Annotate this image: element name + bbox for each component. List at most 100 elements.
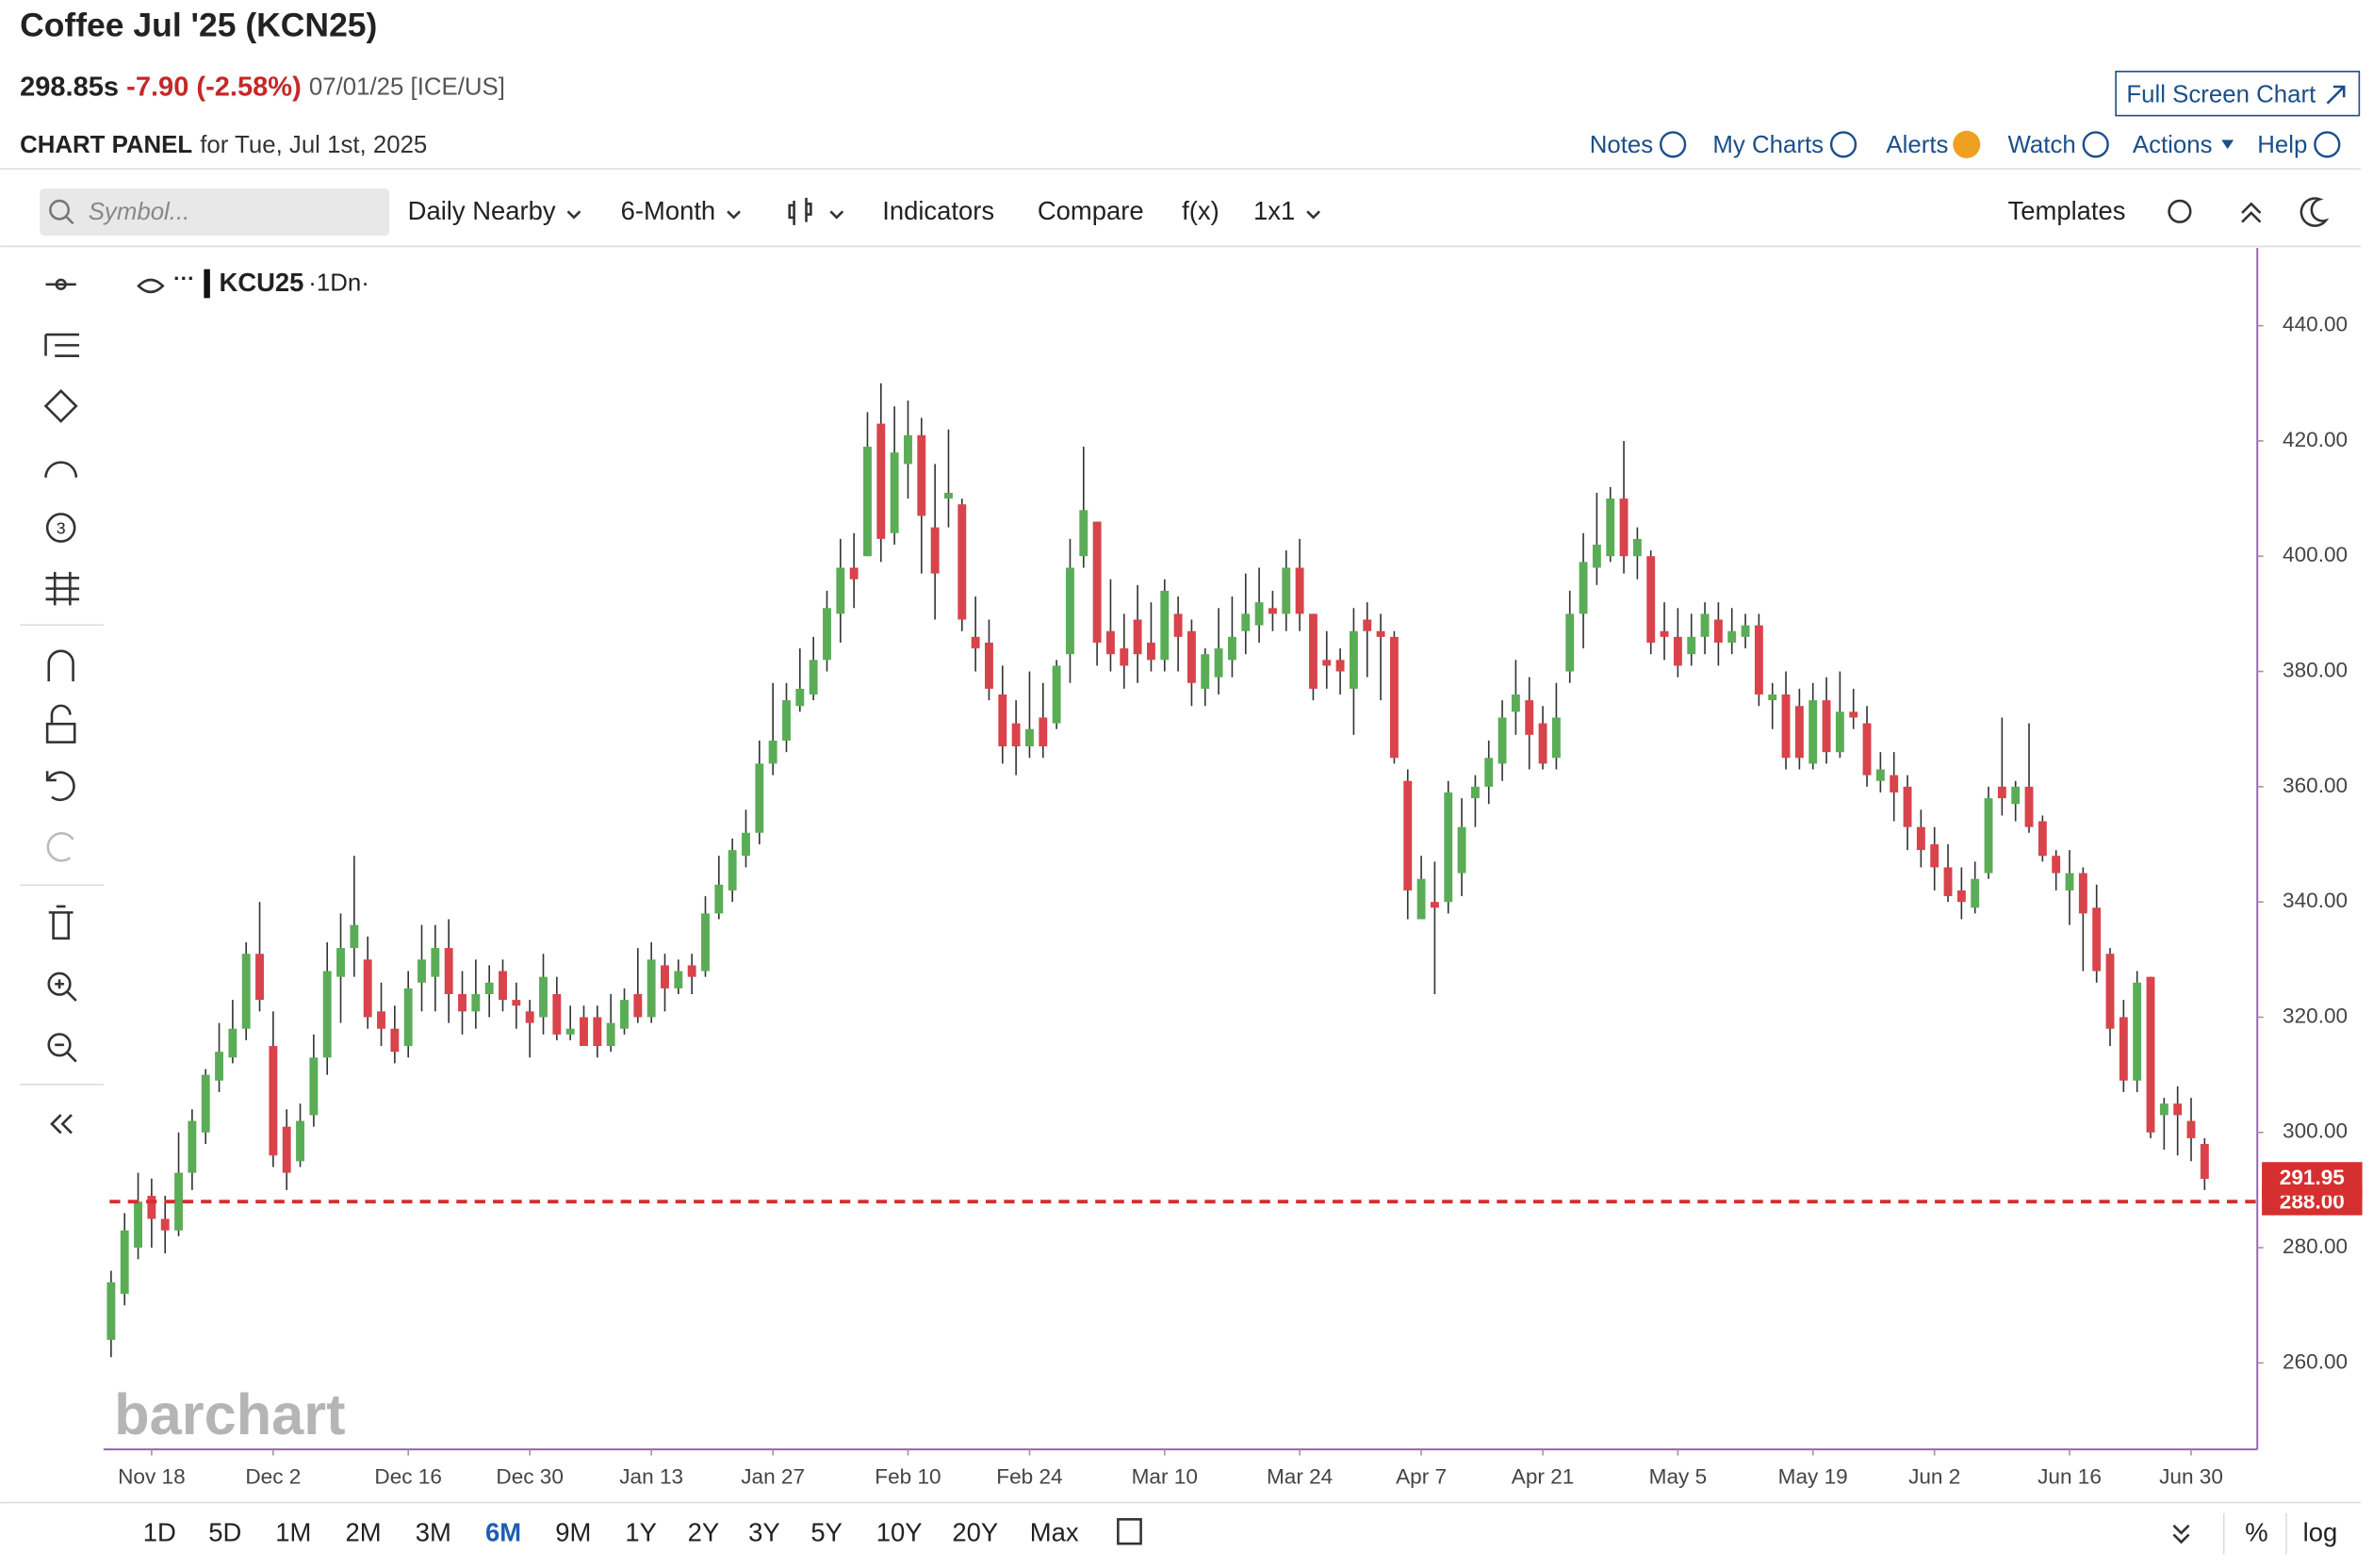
zoom-out[interactable]: [47, 1033, 72, 1057]
full-screen-button[interactable]: [2115, 71, 2361, 117]
delete[interactable]: [48, 905, 74, 940]
tool-line[interactable]: [45, 278, 76, 290]
menu-item[interactable]: Watch: [2008, 132, 2076, 158]
menu-item[interactable]: Actions: [2133, 132, 2213, 158]
menu-item[interactable]: Alerts: [1886, 132, 1948, 158]
candle-body: [795, 688, 805, 707]
full-screen-label[interactable]: Full Screen Chart: [2126, 82, 2316, 108]
candle-body: [525, 1011, 534, 1023]
settings-icon[interactable]: [2168, 199, 2192, 223]
symbol-search[interactable]: [40, 188, 390, 237]
magnet[interactable]: [47, 649, 74, 682]
toolbar-item[interactable]: 1x1: [1253, 196, 1295, 225]
menu-item[interactable]: Help: [2257, 132, 2307, 158]
calendar-icon[interactable]: [1117, 1518, 1142, 1545]
toolbar-item[interactable]: Daily Nearby: [408, 196, 556, 225]
menu-item[interactable]: My Charts: [1712, 132, 1824, 158]
toolbar-item[interactable]: f(x): [1182, 196, 1219, 225]
period-button[interactable]: 5D: [208, 1518, 241, 1547]
menu-icon: [1953, 130, 1981, 158]
watermark: barchart: [114, 1381, 345, 1446]
period-button[interactable]: Max: [1030, 1518, 1079, 1547]
candle-body: [917, 434, 926, 516]
period-button[interactable]: 3M: [416, 1518, 451, 1547]
candle-body: [863, 447, 872, 557]
visibility-icon[interactable]: [137, 278, 165, 294]
toolbar-item[interactable]: 6-Month: [621, 196, 716, 225]
tool-fib[interactable]: [44, 333, 80, 357]
period-button[interactable]: 2Y: [688, 1518, 720, 1547]
expand-periods[interactable]: [2172, 1524, 2190, 1544]
axis-mode[interactable]: log: [2303, 1518, 2338, 1547]
menu-item[interactable]: Notes: [1590, 132, 1653, 158]
candle-body: [1781, 694, 1791, 759]
toolbar-item[interactable]: Indicators: [882, 196, 994, 225]
candle-body: [661, 965, 669, 988]
period-button[interactable]: 6M: [485, 1518, 521, 1547]
x-tick-label: Feb 10: [875, 1465, 941, 1489]
period-button[interactable]: 1Y: [625, 1518, 657, 1547]
tool-shape[interactable]: [43, 388, 78, 423]
candle-body: [606, 1022, 615, 1047]
period-button[interactable]: 5Y: [810, 1518, 843, 1547]
candle-body: [106, 1282, 116, 1340]
candle-body: [2011, 786, 2021, 805]
y-tick-label: 280.00: [2283, 1234, 2348, 1258]
candles: [106, 383, 2209, 1358]
candle-body: [471, 994, 481, 1012]
candle-body: [823, 608, 831, 661]
toolbar-item[interactable]: Compare: [1038, 196, 1144, 225]
x-tick-label: Mar 24: [1267, 1465, 1333, 1489]
redo[interactable]: [46, 832, 74, 862]
lock[interactable]: [45, 722, 76, 743]
candle-body: [1997, 786, 2006, 799]
chart-type-icon[interactable]: [788, 197, 844, 225]
period-button[interactable]: 10Y: [876, 1518, 923, 1547]
tool-count-icon: 3: [57, 518, 66, 537]
candle-body: [998, 694, 1007, 747]
period-button[interactable]: 1D: [143, 1518, 176, 1547]
tool-arc[interactable]: [44, 461, 78, 478]
lock[interactable]: [50, 704, 72, 725]
period-button[interactable]: 20Y: [952, 1518, 998, 1547]
candle-body: [580, 1017, 588, 1047]
zoom-out[interactable]: [55, 1043, 77, 1063]
candle-body: [350, 924, 359, 949]
x-tick-label: Jan 13: [619, 1465, 683, 1489]
candle-body: [147, 1196, 156, 1219]
candle-body: [296, 1120, 304, 1162]
x-tick-label: Dec 2: [245, 1465, 301, 1489]
candle-body: [714, 884, 724, 914]
candle-body: [1741, 625, 1750, 637]
undo[interactable]: [45, 771, 75, 802]
tool-count[interactable]: [45, 513, 76, 543]
panel-label: CHART PANEL: [20, 132, 192, 158]
x-tick-label: Jun 30: [2159, 1465, 2223, 1489]
period-button[interactable]: 1M: [275, 1518, 311, 1547]
period-button[interactable]: 2M: [345, 1518, 381, 1547]
candle-body: [1214, 648, 1223, 678]
dark-mode-icon[interactable]: [2299, 197, 2330, 227]
candle-body: [1592, 545, 1601, 568]
period-button[interactable]: 9M: [555, 1518, 591, 1547]
search-icon: [49, 199, 71, 220]
candle-body: [1835, 711, 1844, 753]
candle-body: [458, 994, 466, 1012]
candle-body: [1754, 625, 1763, 695]
candle-body: [484, 982, 494, 995]
zoom-in[interactable]: [55, 979, 77, 1002]
candle-body: [1066, 567, 1074, 655]
candle-body: [768, 740, 777, 764]
zoom-in[interactable]: [47, 972, 72, 996]
symbol-placeholder[interactable]: Symbol...: [89, 199, 190, 225]
collapse-icon[interactable]: [2241, 202, 2262, 223]
candle-body: [904, 434, 912, 465]
axis-mode[interactable]: %: [2245, 1518, 2267, 1547]
tool-pattern[interactable]: [45, 571, 80, 606]
templates[interactable]: Templates: [2008, 196, 2126, 225]
collapse-tools[interactable]: [50, 1114, 73, 1135]
x-tick-label: Jun 16: [2038, 1465, 2102, 1489]
period-button[interactable]: 3Y: [748, 1518, 780, 1547]
candle-body: [512, 1000, 521, 1006]
more-icon[interactable]: ···: [173, 267, 195, 290]
